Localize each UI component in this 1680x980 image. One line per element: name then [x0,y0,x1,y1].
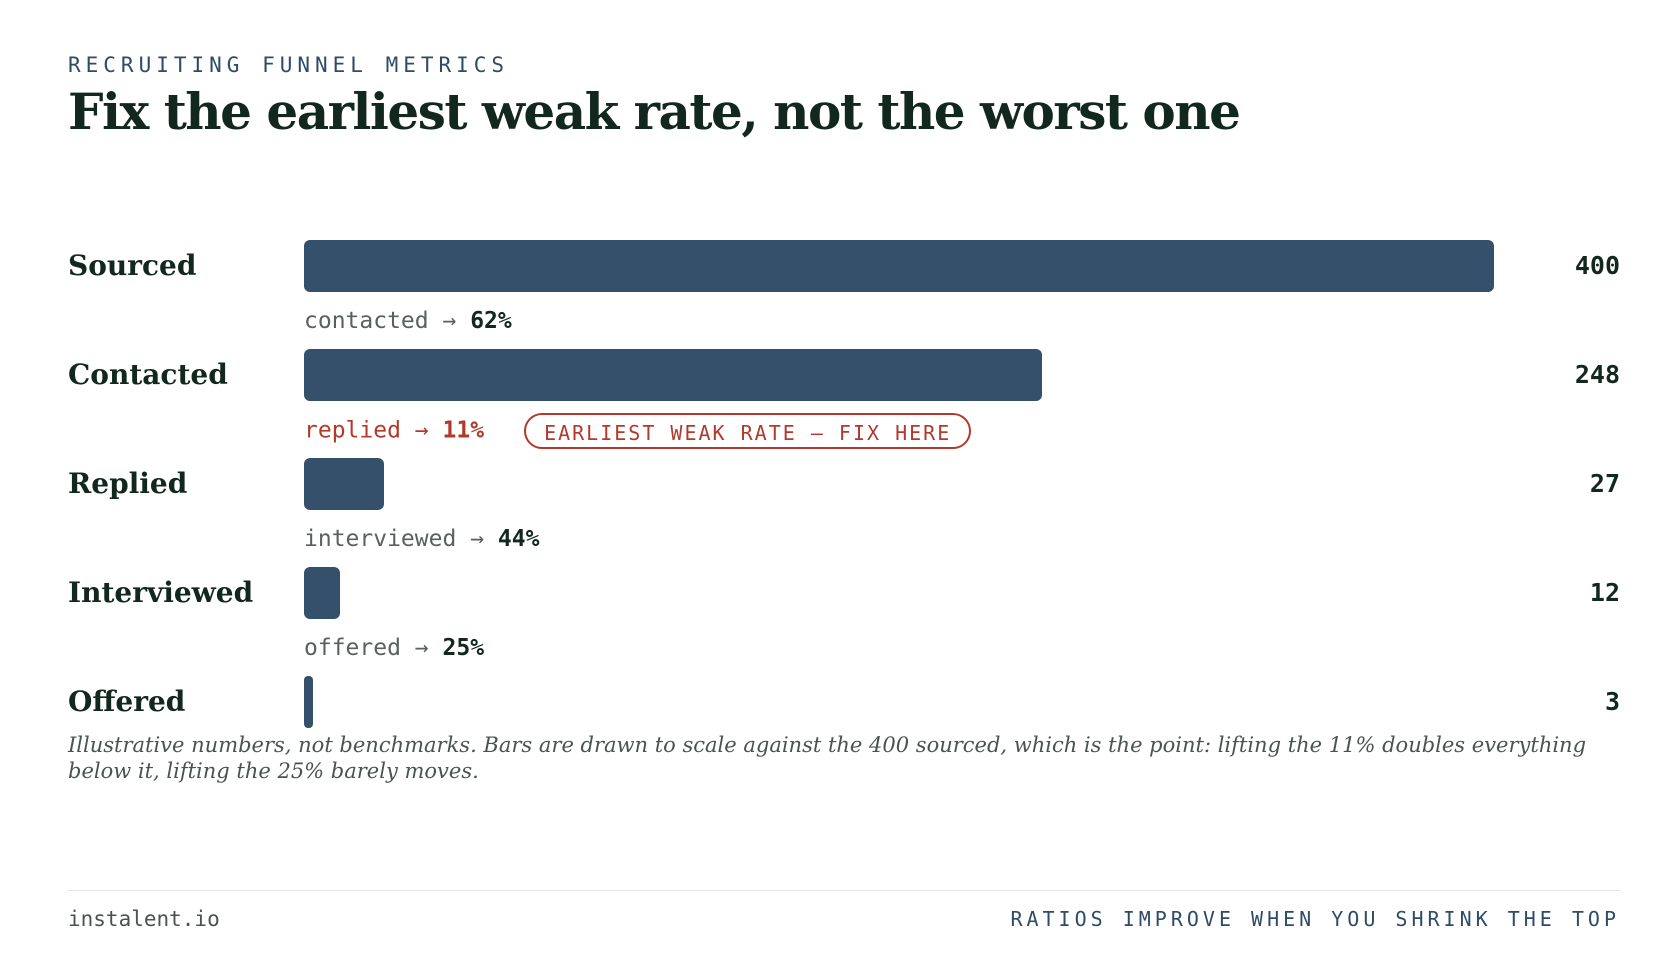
arrow-icon: → [442,308,457,334]
conversion-rate: 62% [470,308,512,334]
stage-label-contacted: Contacted [68,358,228,391]
brand-link[interactable]: instalent.io [68,907,220,931]
footnote: Illustrative numbers, not benchmarks. Ba… [68,733,1587,783]
conversion-contacted: contacted → 62% [304,304,512,338]
arrow-icon: → [470,526,485,552]
count-sourced: 400 [1574,251,1620,280]
eyebrow-label: RECRUITING FUNNEL METRICS [68,53,510,77]
conversion-rate: 11% [442,417,485,444]
count-offered: 3 [1604,687,1620,716]
footer-divider [68,890,1620,891]
bar-offered [304,676,313,728]
conversion-label: contacted [304,308,429,334]
bar-contacted [304,349,1042,401]
conversion-rate: 44% [497,526,540,552]
stage-label-offered: Offered [68,685,186,718]
arrow-icon: → [414,635,429,661]
bar-interviewed [304,567,340,619]
conversion-replied: replied → 11% EARLIEST WEAK RATE — FIX HE… [304,413,972,449]
weak-rate-badge: EARLIEST WEAK RATE — FIX HERE [524,413,972,449]
conversion-rate: 25% [442,635,485,661]
conversion-label: replied [304,417,401,444]
count-contacted: 248 [1574,360,1620,389]
conversion-label: interviewed [304,526,457,552]
count-interviewed: 12 [1589,578,1620,607]
conversion-offered: offered → 25% [304,631,484,665]
count-replied: 27 [1589,469,1620,498]
bar-sourced [304,240,1494,292]
page-title: Fix the earliest weak rate, not the wors… [68,82,1241,141]
conversion-label: offered [304,635,401,661]
funnel-chart: Sourced 400 contacted → 62% Contacted 248 rep… [68,240,1620,728]
bar-replied [304,458,385,510]
footer-tagline: RATIOS IMPROVE WHEN YOU SHRINK THE TOP [1010,907,1620,931]
stage-label-sourced: Sourced [68,249,197,282]
stage-label-interviewed: Interviewed [68,576,254,609]
stage-label-replied: Replied [68,467,188,500]
conversion-interviewed: interviewed → 44% [304,522,539,556]
arrow-icon: → [414,417,429,444]
